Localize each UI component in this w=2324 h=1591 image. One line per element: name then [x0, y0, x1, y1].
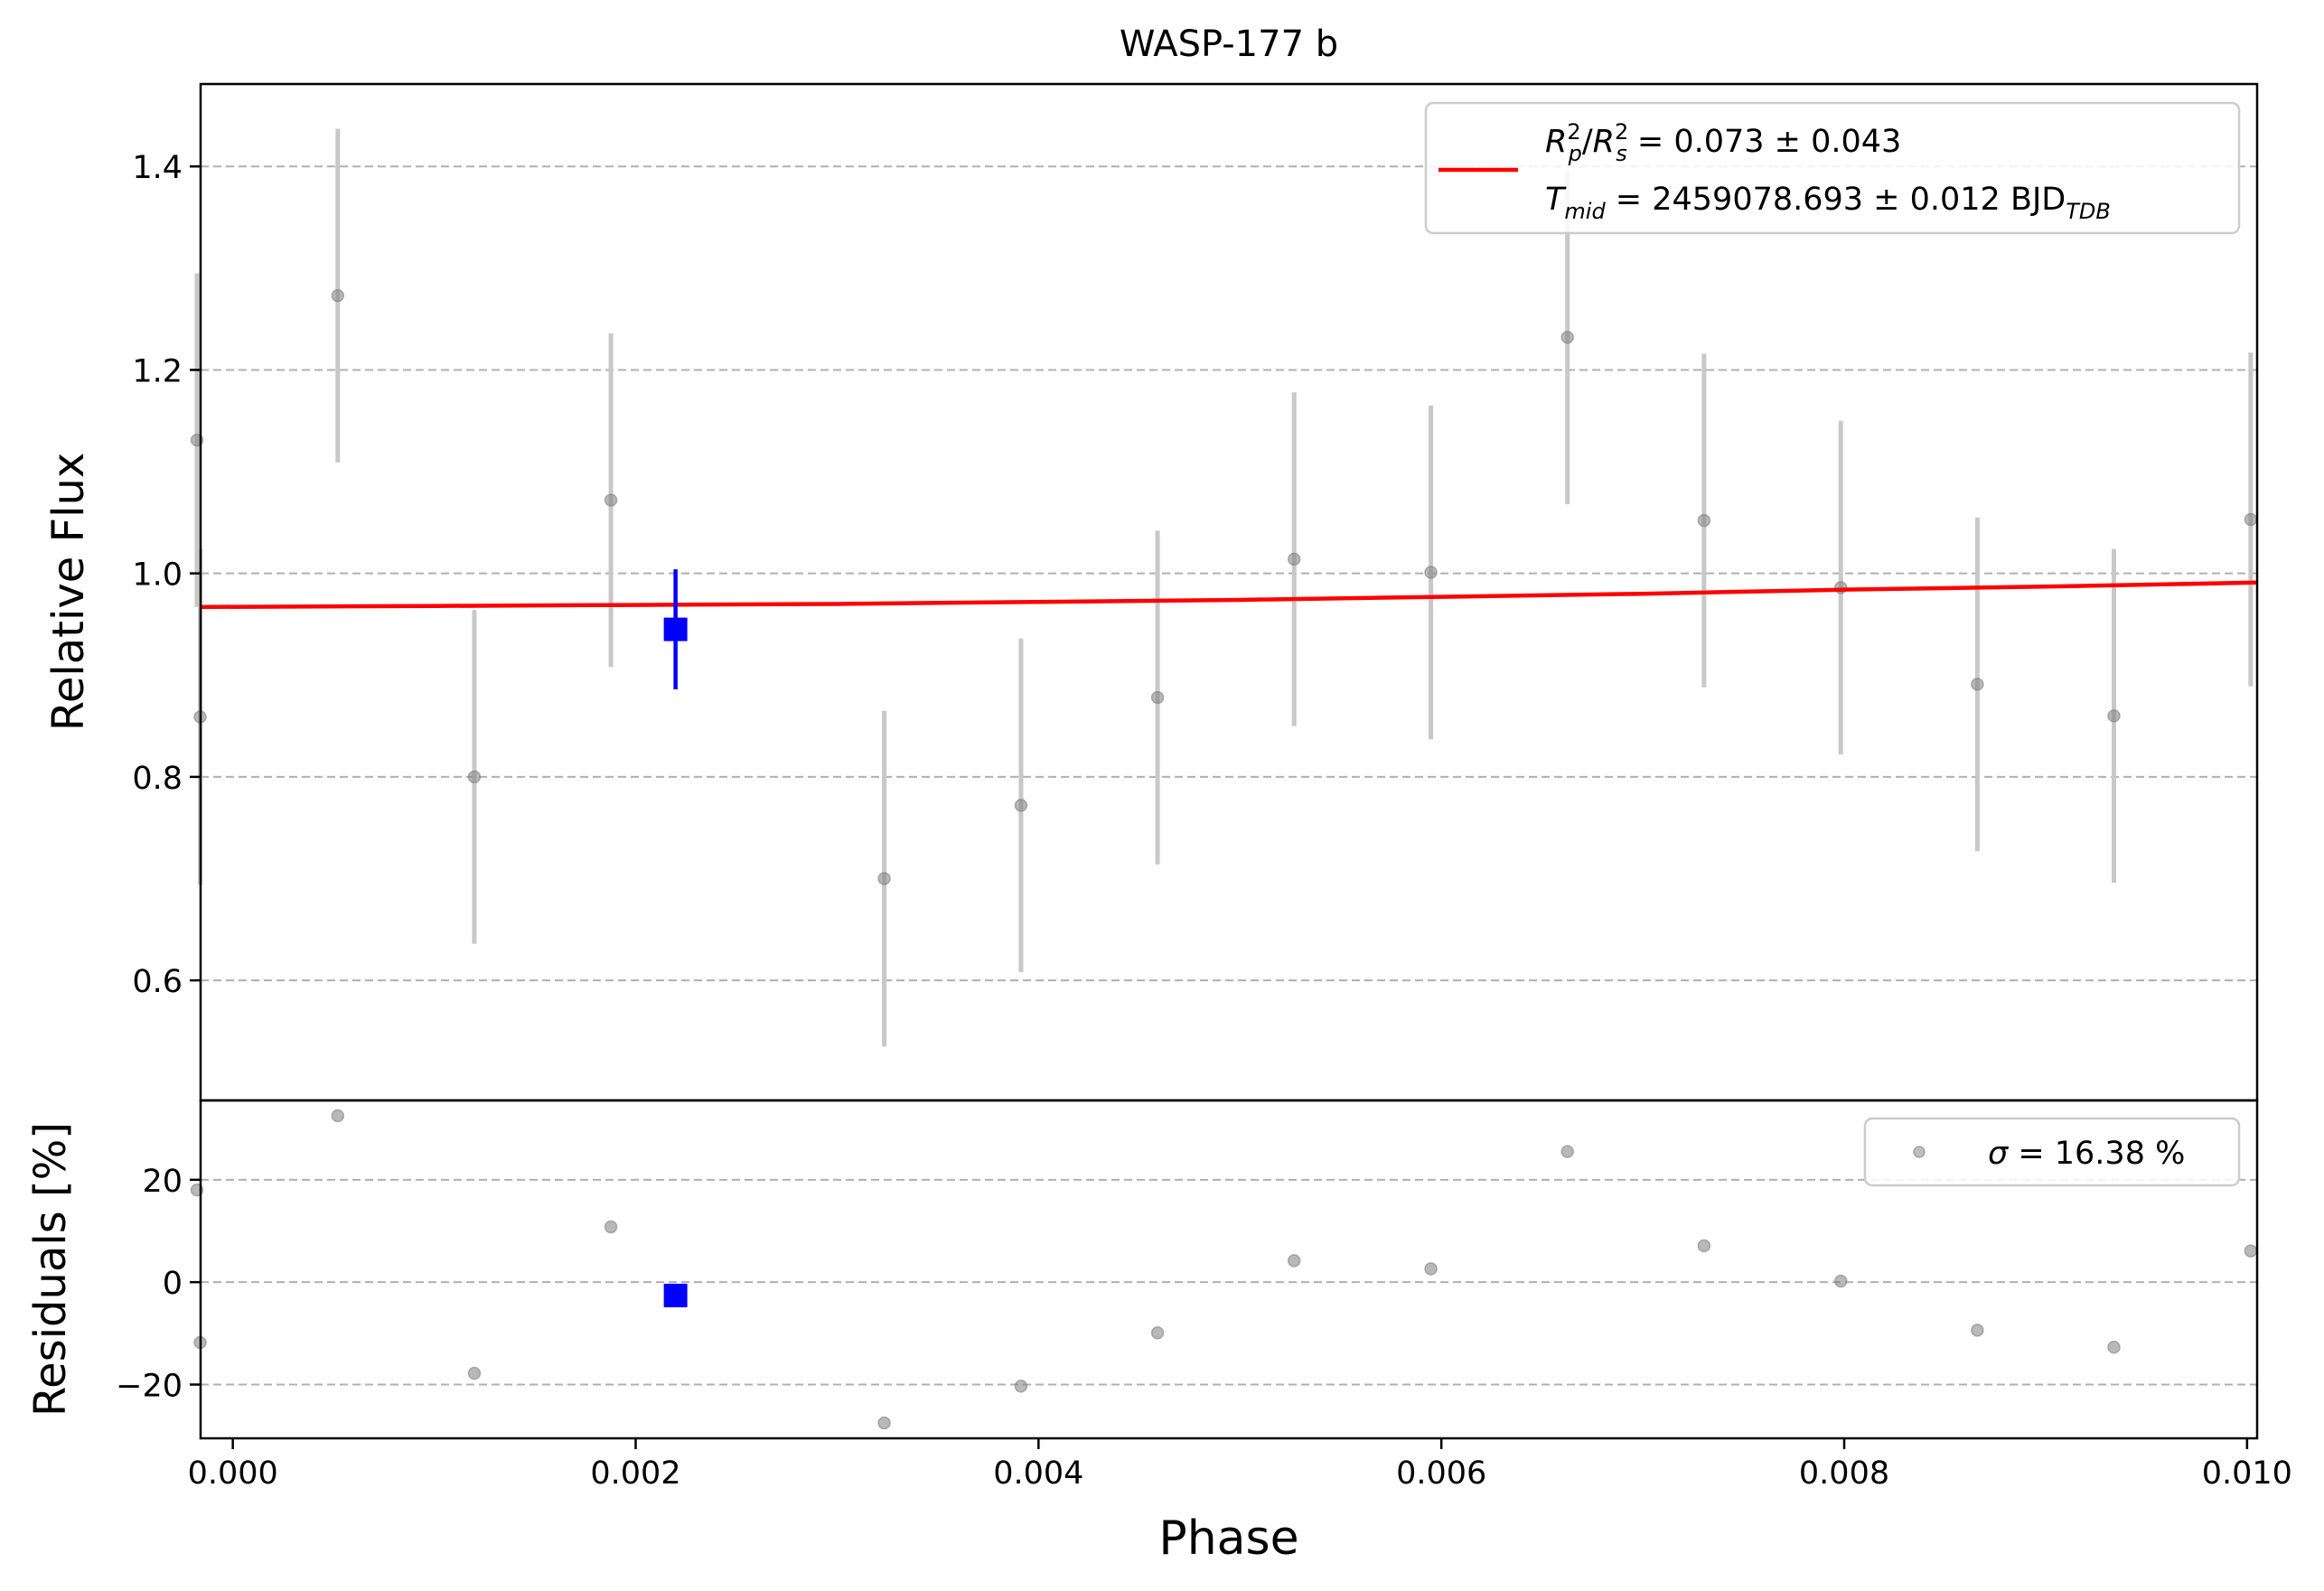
residual-point	[604, 1220, 618, 1234]
legend-sigma: σ = 16.38 %	[1988, 1136, 2185, 1172]
data-point	[467, 770, 482, 784]
top-y-tick-label: 1.4	[132, 150, 183, 186]
residual-point	[2107, 1340, 2121, 1354]
highlight-marker	[663, 617, 688, 641]
x-tick-label: 0.000	[188, 1455, 278, 1492]
top-y-ticks: 0.6 0.8 1.0 1.2 1.4	[132, 150, 201, 1000]
data-point	[1287, 552, 1301, 566]
bottom-y-tick-label: −20	[116, 1369, 183, 1405]
residual-point	[1971, 1324, 1984, 1337]
legend-radius-ratio: R2 p/R2 s = 0.073 ± 0.043	[1545, 119, 1901, 166]
data-point	[1560, 331, 1574, 344]
data-point	[1697, 513, 1711, 528]
residual-point	[1014, 1379, 1028, 1393]
residual-point	[1833, 1274, 1848, 1288]
residual-point	[877, 1416, 891, 1430]
residual-point	[2244, 1244, 2258, 1258]
top-points	[190, 288, 2258, 885]
top-y-tick-label: 0.6	[132, 964, 183, 1000]
data-point	[331, 288, 345, 303]
bottom-plot-frame	[199, 1099, 2259, 1440]
bottom-y-tick-label: 20	[142, 1164, 183, 1200]
bottom-y-ticks: −20 0 20	[116, 1164, 201, 1405]
top-y-tick-label: 1.0	[132, 557, 183, 594]
bottom-highlight-point	[663, 1283, 688, 1307]
x-tick-label: 0.002	[590, 1455, 680, 1492]
bottom-x-ticks: 0.000 0.002 0.004 0.006 0.008 0.010	[188, 1438, 2292, 1492]
top-y-tick-label: 0.8	[132, 761, 183, 797]
transit-model-line	[200, 580, 2258, 610]
residual-point	[331, 1109, 345, 1123]
data-point	[1150, 690, 1165, 705]
x-tick-label: 0.008	[1799, 1455, 1889, 1492]
residual-point	[1287, 1254, 1301, 1268]
data-point	[1014, 799, 1028, 812]
top-grid	[201, 165, 2257, 982]
legend-mid-transit: Tmid = 2459078.693 ± 0.012 BJDTDB	[1545, 182, 2111, 224]
residual-point	[1424, 1262, 1438, 1276]
top-y-axis-label: Relative Flux	[43, 453, 94, 732]
top-highlight-point	[663, 569, 688, 690]
residual-point	[1697, 1239, 1711, 1253]
bottom-legend: σ = 16.38 %	[1863, 1117, 2241, 1187]
bottom-points	[190, 1109, 2258, 1430]
top-legend: R2 p/R2 s = 0.073 ± 0.043 Tmid = 2459078.6…	[1424, 101, 2241, 235]
data-point	[2244, 512, 2258, 527]
highlight-residual-marker	[663, 1283, 688, 1307]
x-tick-label: 0.006	[1396, 1455, 1486, 1492]
residual-point	[1560, 1145, 1574, 1158]
data-point	[604, 493, 618, 507]
bottom-y-tick-label: 0	[163, 1266, 183, 1302]
data-point	[1971, 678, 1984, 691]
residual-point	[467, 1366, 482, 1380]
data-point	[877, 872, 891, 885]
residual-point	[1150, 1326, 1165, 1340]
data-point	[1424, 566, 1438, 579]
chart-title: WASP-177 b	[1120, 23, 1338, 65]
x-tick-label: 0.004	[993, 1455, 1083, 1492]
data-point	[2107, 709, 2121, 723]
top-y-tick-label: 1.2	[132, 353, 183, 389]
x-axis-label: Phase	[1158, 1511, 1298, 1566]
bottom-y-axis-label: Residuals [%]	[25, 1122, 76, 1417]
x-tick-label: 0.010	[2202, 1455, 2292, 1492]
